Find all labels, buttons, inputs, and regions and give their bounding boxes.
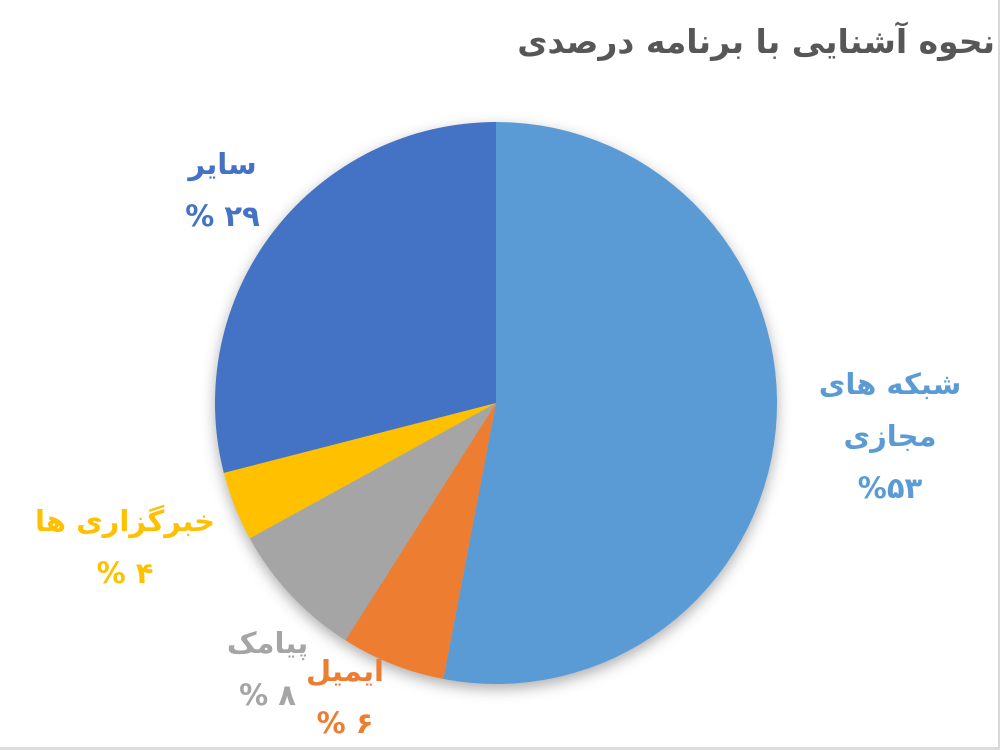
pie-slice-news-agencies[interactable] bbox=[223, 403, 496, 539]
pie-slice-email[interactable] bbox=[345, 403, 496, 680]
pie-slice-other[interactable] bbox=[215, 122, 497, 473]
chart-title: نحوه آشنایی با برنامه درصدی bbox=[517, 22, 995, 61]
pie-slice-social-networks[interactable] bbox=[443, 121, 778, 684]
pie-slice-sms[interactable] bbox=[249, 403, 496, 641]
